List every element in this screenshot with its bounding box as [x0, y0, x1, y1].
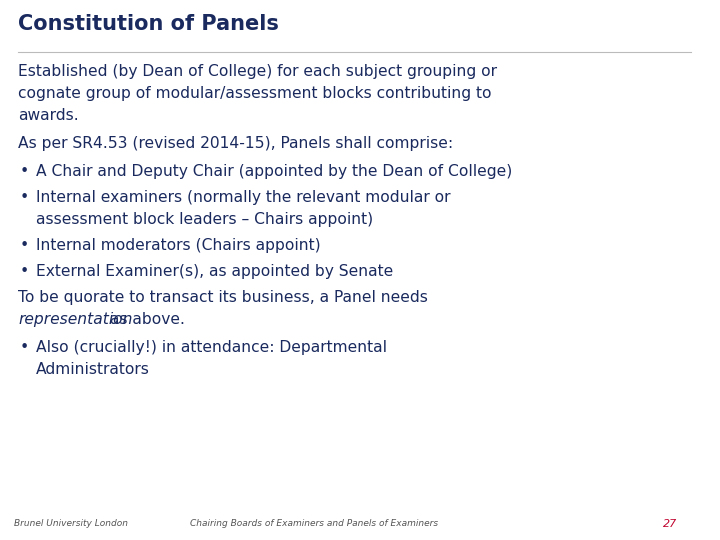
Text: 27: 27 — [663, 519, 677, 529]
Text: •: • — [20, 264, 30, 279]
Text: Administrators: Administrators — [36, 362, 150, 377]
Text: A Chair and Deputy Chair (appointed by the Dean of College): A Chair and Deputy Chair (appointed by t… — [36, 164, 512, 179]
Text: cognate group of modular/assessment blocks contributing to: cognate group of modular/assessment bloc… — [18, 86, 492, 101]
Text: Established (by Dean of College) for each subject grouping or: Established (by Dean of College) for eac… — [18, 64, 497, 79]
Text: To be quorate to transact its business, a Panel needs: To be quorate to transact its business, … — [18, 290, 428, 305]
Text: •: • — [20, 340, 30, 355]
Text: Internal moderators (Chairs appoint): Internal moderators (Chairs appoint) — [36, 238, 320, 253]
Text: Chairing Boards of Examiners and Panels of Examiners: Chairing Boards of Examiners and Panels … — [190, 519, 438, 529]
Text: •: • — [20, 164, 30, 179]
Text: •: • — [20, 190, 30, 205]
Text: as above.: as above. — [105, 312, 184, 327]
Text: •: • — [20, 238, 30, 253]
Text: Also (crucially!) in attendance: Departmental: Also (crucially!) in attendance: Departm… — [36, 340, 387, 355]
Text: assessment block leaders – Chairs appoint): assessment block leaders – Chairs appoin… — [36, 212, 373, 227]
Text: Constitution of Panels: Constitution of Panels — [18, 14, 279, 34]
Text: Internal examiners (normally the relevant modular or: Internal examiners (normally the relevan… — [36, 190, 451, 205]
Text: External Examiner(s), as appointed by Senate: External Examiner(s), as appointed by Se… — [36, 264, 393, 279]
Text: awards.: awards. — [18, 108, 78, 123]
Text: representation: representation — [18, 312, 132, 327]
Text: Brunel University London: Brunel University London — [14, 519, 128, 529]
Text: As per SR4.53 (revised 2014-15), Panels shall comprise:: As per SR4.53 (revised 2014-15), Panels … — [18, 136, 453, 151]
